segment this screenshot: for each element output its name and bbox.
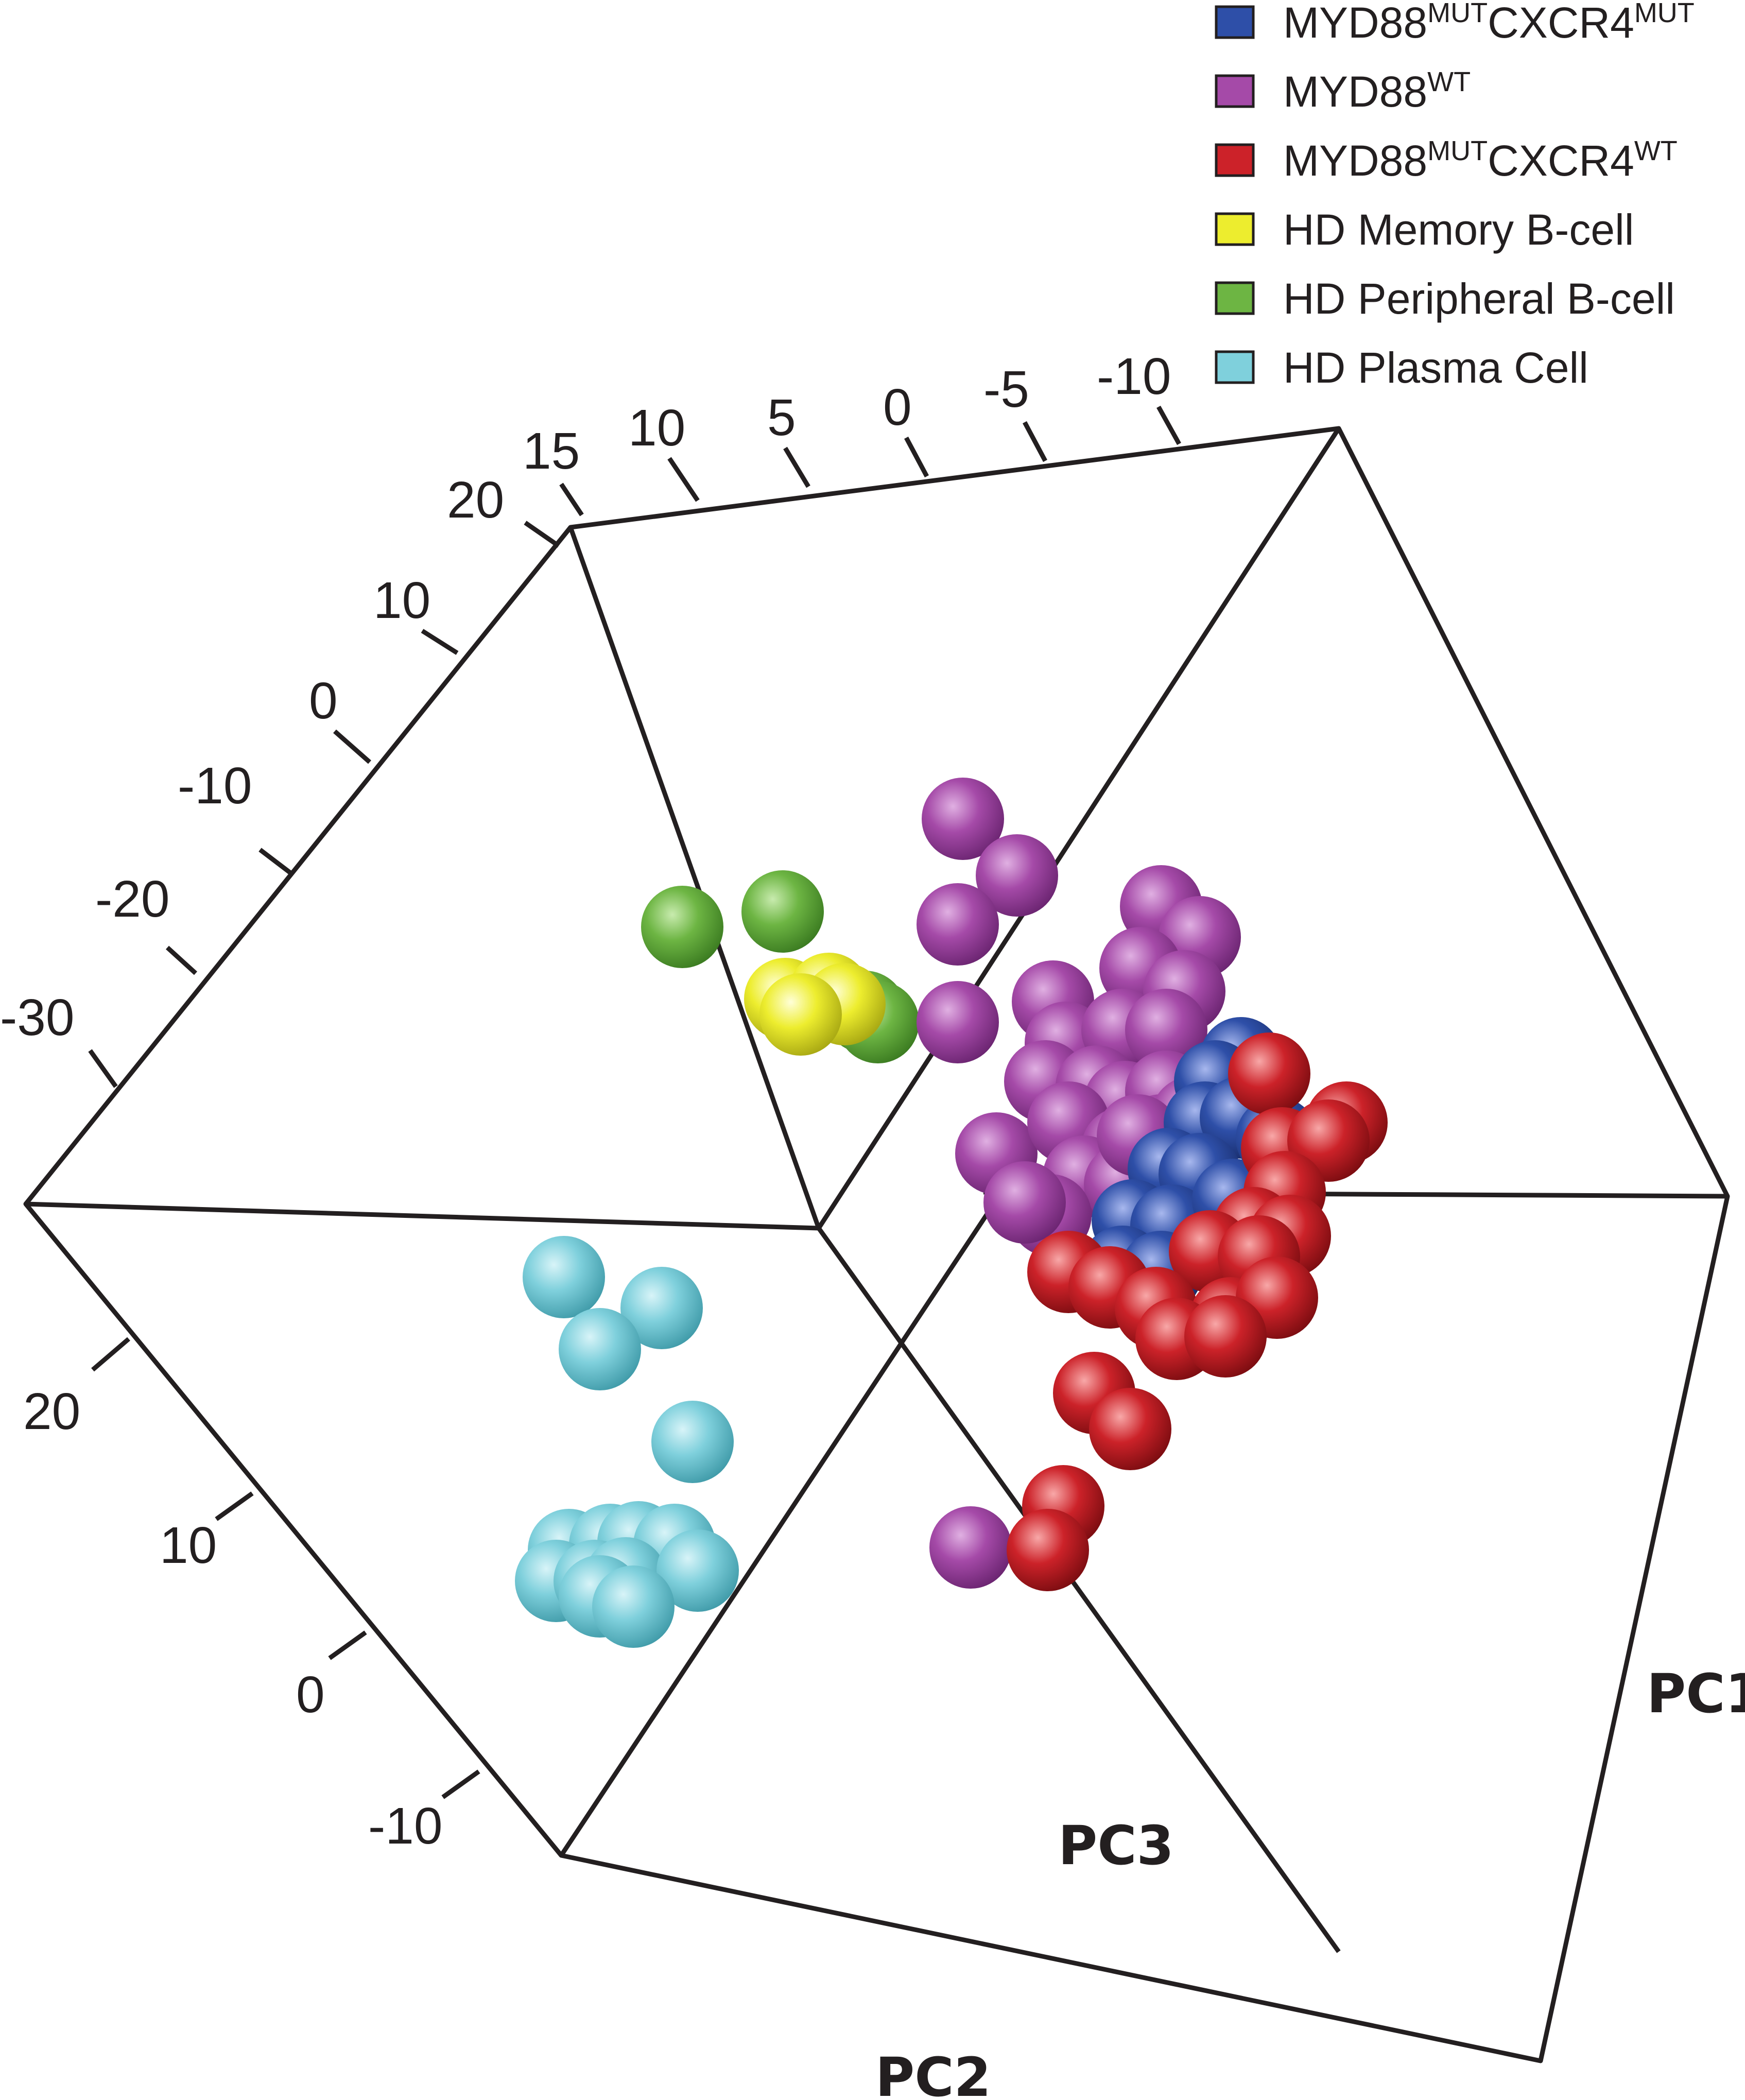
data-point-hd-plasma-cell	[656, 1529, 739, 1612]
data-point-hd-plasma-cell	[559, 1308, 641, 1390]
data-point-myd88wt	[976, 834, 1058, 917]
cube-inner-edge-6	[559, 1202, 996, 1857]
data-point-hd-peripheral-b-cell	[641, 886, 723, 968]
data-point-myd88mutcxcr4wt	[1007, 1509, 1089, 1591]
cube-inner-edge-3	[25, 1201, 819, 1231]
left-tick-label: -20	[95, 870, 170, 928]
data-point-hd-plasma-cell	[523, 1236, 605, 1318]
legend-swatch	[1215, 350, 1255, 384]
axis-title-pc2: PC2	[875, 2046, 991, 2100]
cube-inner-edge-4	[817, 1227, 1341, 1953]
legend-entry: HD Peripheral B-cell	[1215, 274, 1675, 323]
data-point-myd88mutcxcr4wt	[1089, 1388, 1171, 1470]
left-tick-label: -30	[0, 989, 75, 1046]
data-point-hd-plasma-cell	[592, 1565, 675, 1648]
data-point-myd88wt	[917, 883, 999, 966]
legend-entry: HD Memory B-cell	[1215, 205, 1634, 254]
legend-label: HD Memory B-cell	[1283, 205, 1634, 254]
data-point-myd88wt	[929, 1506, 1012, 1589]
legend-swatch	[1215, 281, 1255, 315]
left-tick-label: -10	[178, 757, 252, 815]
top-axis-tick-labels: 15 10 5 0 -5 -10	[523, 348, 1171, 480]
legend-label: MYD88MUTCXCR4MUT	[1283, 0, 1695, 47]
legend-swatch	[1215, 143, 1255, 177]
left-tick-label: 0	[309, 672, 338, 730]
pc2-tick-label: 10	[160, 1517, 217, 1574]
cube-inner-edge-2	[817, 427, 1341, 1230]
top-tick-label: 15	[523, 422, 580, 480]
top-tick-label: 0	[883, 378, 912, 436]
data-point-myd88mutcxcr4wt	[1184, 1295, 1267, 1378]
pc2-tick-label: -10	[368, 1797, 443, 1855]
data-point-hd-plasma-cell	[620, 1267, 703, 1349]
top-tick-label: -10	[1097, 348, 1171, 405]
legend-entry: MYD88MUTCXCR4MUT	[1215, 0, 1695, 47]
legend-entry: MYD88MUTCXCR4WT	[1215, 135, 1678, 185]
pc2-axis-tick-labels: 20 10 0 -10	[23, 1383, 443, 1855]
left-tick-label: 20	[447, 471, 504, 529]
pc2-tick-label: 20	[23, 1383, 80, 1440]
legend-entry: HD Plasma Cell	[1215, 343, 1588, 392]
legend-label: MYD88WT	[1283, 66, 1471, 116]
pc2-tick-label: 0	[296, 1666, 325, 1724]
data-point-hd-plasma-cell	[651, 1401, 734, 1483]
legend-swatch	[1215, 212, 1255, 246]
left-axis-tick-labels: 20 10 0 -10 -20 -30	[0, 471, 504, 1046]
data-point-myd88wt	[983, 1161, 1066, 1244]
data-point-hd-peripheral-b-cell	[741, 870, 824, 953]
legend-label: HD Peripheral B-cell	[1283, 274, 1675, 323]
legend-entry: MYD88WT	[1215, 66, 1471, 116]
legend-swatch	[1215, 5, 1255, 39]
top-tick-label: 10	[628, 399, 685, 457]
left-tick-label: 10	[373, 572, 430, 629]
top-tick-label: -5	[983, 360, 1029, 418]
legend: MYD88MUTCXCR4MUT MYD88WT MYD88MUTCXCR4WT HD…	[1215, 0, 1695, 392]
axis-title-pc3: PC3	[1058, 1814, 1174, 1877]
data-point-myd88wt	[917, 981, 999, 1063]
top-tick-label: 5	[767, 389, 796, 446]
axis-title-pc1: PC1	[1647, 1662, 1745, 1725]
data-points	[515, 778, 1388, 1648]
data-point-myd88mutcxcr4wt	[1228, 1032, 1310, 1115]
legend-label: HD Plasma Cell	[1283, 343, 1588, 392]
data-point-myd88wt	[922, 778, 1004, 860]
legend-label: MYD88MUTCXCR4WT	[1283, 135, 1678, 185]
data-point-hd-memory-b-cell	[759, 973, 842, 1056]
cube-frame	[23, 426, 1730, 2063]
data-point-myd88wt	[1125, 989, 1207, 1071]
cube-inner-edge-1	[568, 526, 821, 1229]
legend-swatch	[1215, 74, 1255, 108]
cube-outline	[23, 426, 1730, 2063]
tick-marks	[88, 405, 1181, 1799]
